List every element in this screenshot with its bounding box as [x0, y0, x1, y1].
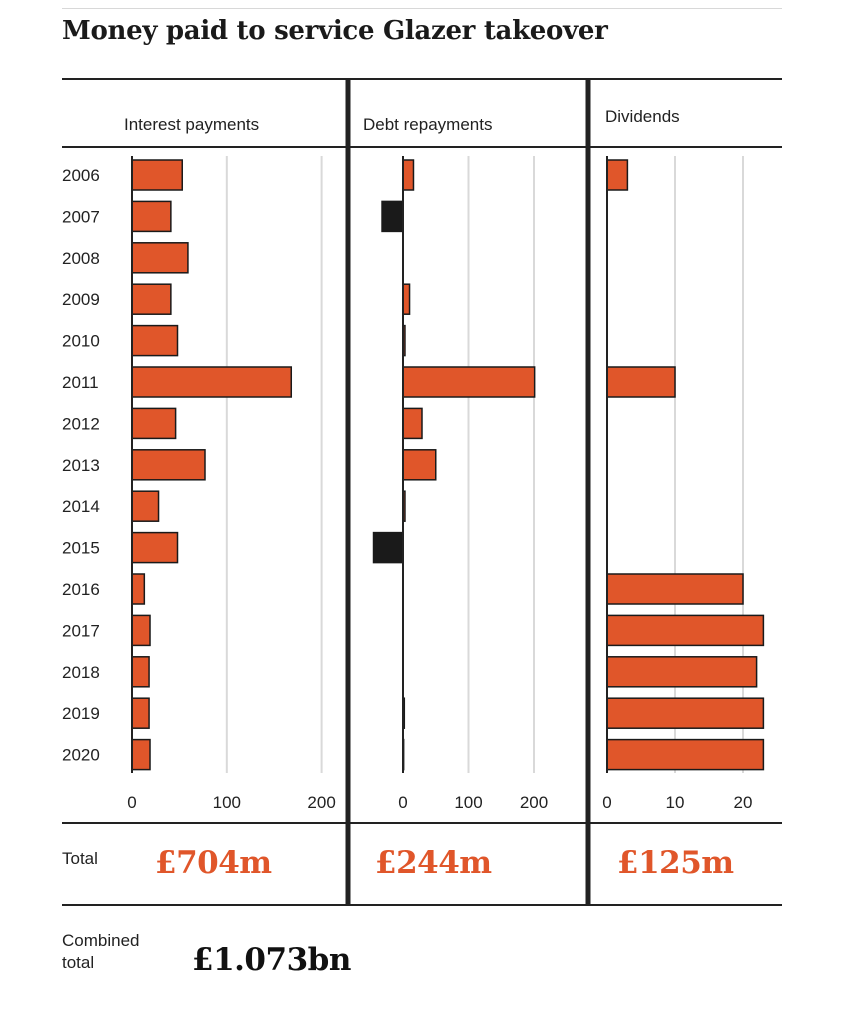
bar [381, 200, 404, 233]
combined-label: total [62, 953, 94, 972]
year-label: 2016 [62, 580, 100, 599]
bar [402, 159, 415, 191]
bar [131, 490, 160, 522]
year-label: 2006 [62, 166, 100, 185]
tick-label: 0 [602, 793, 611, 812]
grid-layer [225, 156, 744, 773]
total-value: £244m [375, 845, 492, 881]
year-label: 2020 [62, 746, 100, 765]
bar [131, 697, 150, 729]
year-label: 2012 [62, 414, 100, 433]
year-label: 2019 [62, 704, 100, 723]
bar [131, 324, 179, 357]
bar [131, 738, 151, 771]
combined-total-value: £1.073bn [192, 942, 351, 978]
panel-label: Debt repayments [363, 115, 492, 134]
year-label: 2015 [62, 539, 100, 558]
bar [131, 573, 146, 605]
panel-label: Interest payments [124, 115, 259, 134]
text-layer: 2006200720082009201020112012201320142015… [62, 107, 752, 978]
panel-label: Dividends [605, 107, 680, 126]
bar [606, 697, 765, 729]
tick-label: 20 [734, 793, 753, 812]
tick-label: 200 [307, 793, 335, 812]
top-rule [62, 8, 782, 9]
bar [606, 614, 765, 647]
bar [131, 449, 206, 481]
bar [131, 200, 172, 233]
bar [131, 159, 183, 191]
bar [131, 283, 172, 315]
year-label: 2010 [62, 332, 100, 351]
bar [402, 366, 536, 398]
tick-label: 100 [213, 793, 241, 812]
tick-label: 0 [127, 793, 136, 812]
total-label: Total [62, 849, 98, 868]
bar [606, 656, 758, 688]
year-label: 2011 [62, 373, 99, 392]
bar [131, 614, 151, 647]
year-label: 2018 [62, 663, 100, 682]
year-label: 2008 [62, 249, 100, 268]
frame-layer [62, 78, 782, 906]
bar [606, 738, 765, 771]
bar [606, 366, 676, 398]
year-label: 2017 [62, 621, 100, 640]
bar [131, 242, 189, 274]
bar [606, 573, 744, 605]
year-label: 2007 [62, 207, 100, 226]
bar [402, 407, 423, 440]
year-label: 2014 [62, 497, 100, 516]
year-label: 2009 [62, 290, 100, 309]
bar [131, 366, 293, 398]
total-value: £704m [155, 845, 272, 881]
bar [606, 159, 629, 191]
total-value: £125m [617, 845, 734, 881]
bar [131, 656, 150, 688]
combined-label: Combined [62, 931, 140, 950]
chart-title: Money paid to service Glazer takeover [62, 16, 608, 46]
bar [402, 449, 437, 481]
bars-layer [131, 159, 765, 771]
tick-label: 0 [398, 793, 407, 812]
tick-label: 200 [520, 793, 548, 812]
bar [372, 531, 404, 564]
bar [131, 531, 179, 564]
tick-label: 100 [454, 793, 482, 812]
tick-label: 10 [666, 793, 685, 812]
bar [131, 407, 177, 440]
year-label: 2013 [62, 456, 100, 475]
